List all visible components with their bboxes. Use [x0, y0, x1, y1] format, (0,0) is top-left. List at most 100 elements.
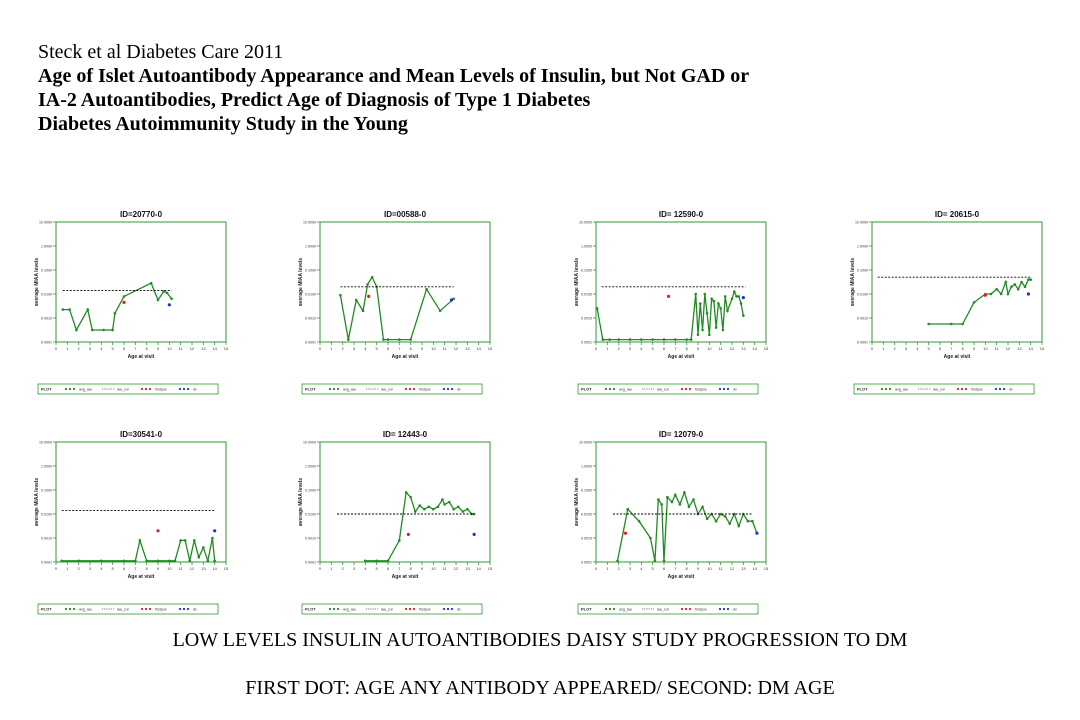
legend-box [301, 383, 483, 395]
legend-swatch-dot [726, 387, 730, 391]
legend-box [37, 603, 219, 615]
data-point [732, 512, 736, 516]
x-tick-label: 11 [179, 346, 184, 351]
data-point [113, 311, 117, 315]
x-tick-label: 4 [640, 566, 643, 571]
data-point [721, 328, 725, 332]
x-tick-label: 2 [618, 566, 621, 571]
data-point [425, 287, 428, 291]
data-point [361, 309, 365, 313]
data-point [149, 281, 153, 285]
x-tick-label: 0 [319, 566, 322, 571]
x-tick-label: 11 [719, 566, 724, 571]
data-point [447, 500, 451, 504]
x-tick-label: 7 [398, 566, 401, 571]
data-point [694, 292, 698, 296]
x-tick-label: 2 [342, 346, 345, 351]
data-point [100, 559, 103, 563]
y-tick-label: 10.0000 [579, 441, 592, 445]
x-tick-label: 5 [112, 346, 115, 351]
x-tick-label: 0 [55, 566, 58, 571]
y-tick-label: 10.0000 [39, 441, 52, 445]
data-point [404, 491, 408, 494]
y-tick-label: 0.0100 [41, 513, 52, 517]
x-axis-label: Age at visit [392, 574, 419, 580]
y-axis-label: average MIAA levels [574, 478, 580, 526]
x-tick-label: 6 [663, 566, 666, 571]
y-tick-label: 0.0001 [41, 561, 52, 565]
data-point [452, 507, 456, 511]
data-point [640, 338, 643, 341]
legend-box [37, 383, 219, 395]
x-tick-label: 1 [882, 346, 885, 351]
citation: Steck et al Diabetes Care 2011 [38, 41, 284, 63]
series-line [616, 490, 758, 561]
data-point [1016, 287, 1020, 291]
data-point [77, 559, 80, 563]
x-tick-label: 1 [66, 566, 69, 571]
x-axis-label: Age at visit [668, 574, 695, 580]
chart-3: ID= 12590-0 0.0001 0.0010 0.0100 0.1000 1.000… [574, 210, 769, 395]
chart-title: ID= 12590-0 [659, 210, 704, 219]
legend-title: PLOT [581, 607, 592, 612]
data-point [422, 507, 426, 511]
x-tick-label: 15 [488, 346, 493, 351]
data-point [60, 559, 63, 563]
data-point [347, 338, 350, 341]
chart-title: ID= 20615-0 [935, 210, 980, 219]
x-tick-label: 12 [190, 346, 195, 351]
legend-label: dx [457, 608, 461, 612]
legend-swatch-dot [608, 387, 612, 391]
series-line [62, 282, 173, 332]
x-tick-label: 7 [134, 566, 137, 571]
data-point [75, 328, 78, 332]
plot-frame [595, 441, 767, 563]
x-tick-label: 12 [190, 566, 195, 571]
legend-swatch-dot [144, 387, 148, 391]
data-point [183, 539, 187, 542]
x-tick-label: 10 [431, 566, 436, 571]
y-tick-label: 0.1000 [581, 269, 592, 273]
x-tick-label: 4 [100, 346, 103, 351]
legend-label: dx [1009, 388, 1013, 392]
legend-label: iaa_cut [381, 388, 393, 392]
data-point [751, 519, 754, 523]
x-tick-label: 7 [674, 566, 677, 571]
legend-swatch-dot [680, 387, 684, 391]
data-point [714, 519, 718, 523]
data-point [443, 503, 446, 506]
x-tick-label: 2 [78, 346, 81, 351]
legend-swatch-dot [72, 387, 76, 391]
data-point [61, 308, 65, 311]
x-tick-label: 3 [89, 346, 92, 351]
legend-swatch-dot [722, 387, 726, 391]
footer-line-2: FIRST DOT: AGE ANY ANTIBODY APPEARED/ SE… [245, 677, 835, 699]
data-point [653, 559, 657, 563]
x-tick-label: 3 [89, 566, 92, 571]
data-point [657, 498, 660, 501]
x-tick-label: 9 [697, 346, 700, 351]
legend-swatch-dot [688, 607, 692, 611]
legend-label: avg_iaa [79, 388, 92, 392]
x-tick-label: 15 [224, 346, 229, 351]
chart-panel-2: ID=00588-0 0.0001 0.0010 0.0100 0.1000 1.0000… [290, 208, 500, 408]
data-point [739, 302, 743, 305]
data-point [134, 559, 137, 563]
chart-title: ID= 12079-0 [659, 430, 704, 439]
data-point [354, 298, 358, 302]
legend-swatch-dot [336, 607, 340, 611]
series-line [928, 278, 1031, 325]
data-point [409, 495, 412, 499]
x-tick-label: 15 [764, 346, 769, 351]
data-point [413, 510, 417, 513]
x-tick-label: 11 [719, 346, 724, 351]
legend-swatch-dot [608, 607, 612, 611]
data-point [438, 309, 442, 313]
y-tick-label: 1.0000 [581, 465, 592, 469]
legend-swatch-dot [404, 387, 408, 391]
data-point [674, 493, 677, 497]
x-tick-label: 8 [410, 346, 413, 351]
x-tick-label: 4 [916, 346, 919, 351]
legend-swatch-dot [446, 387, 450, 391]
data-point [651, 338, 654, 341]
